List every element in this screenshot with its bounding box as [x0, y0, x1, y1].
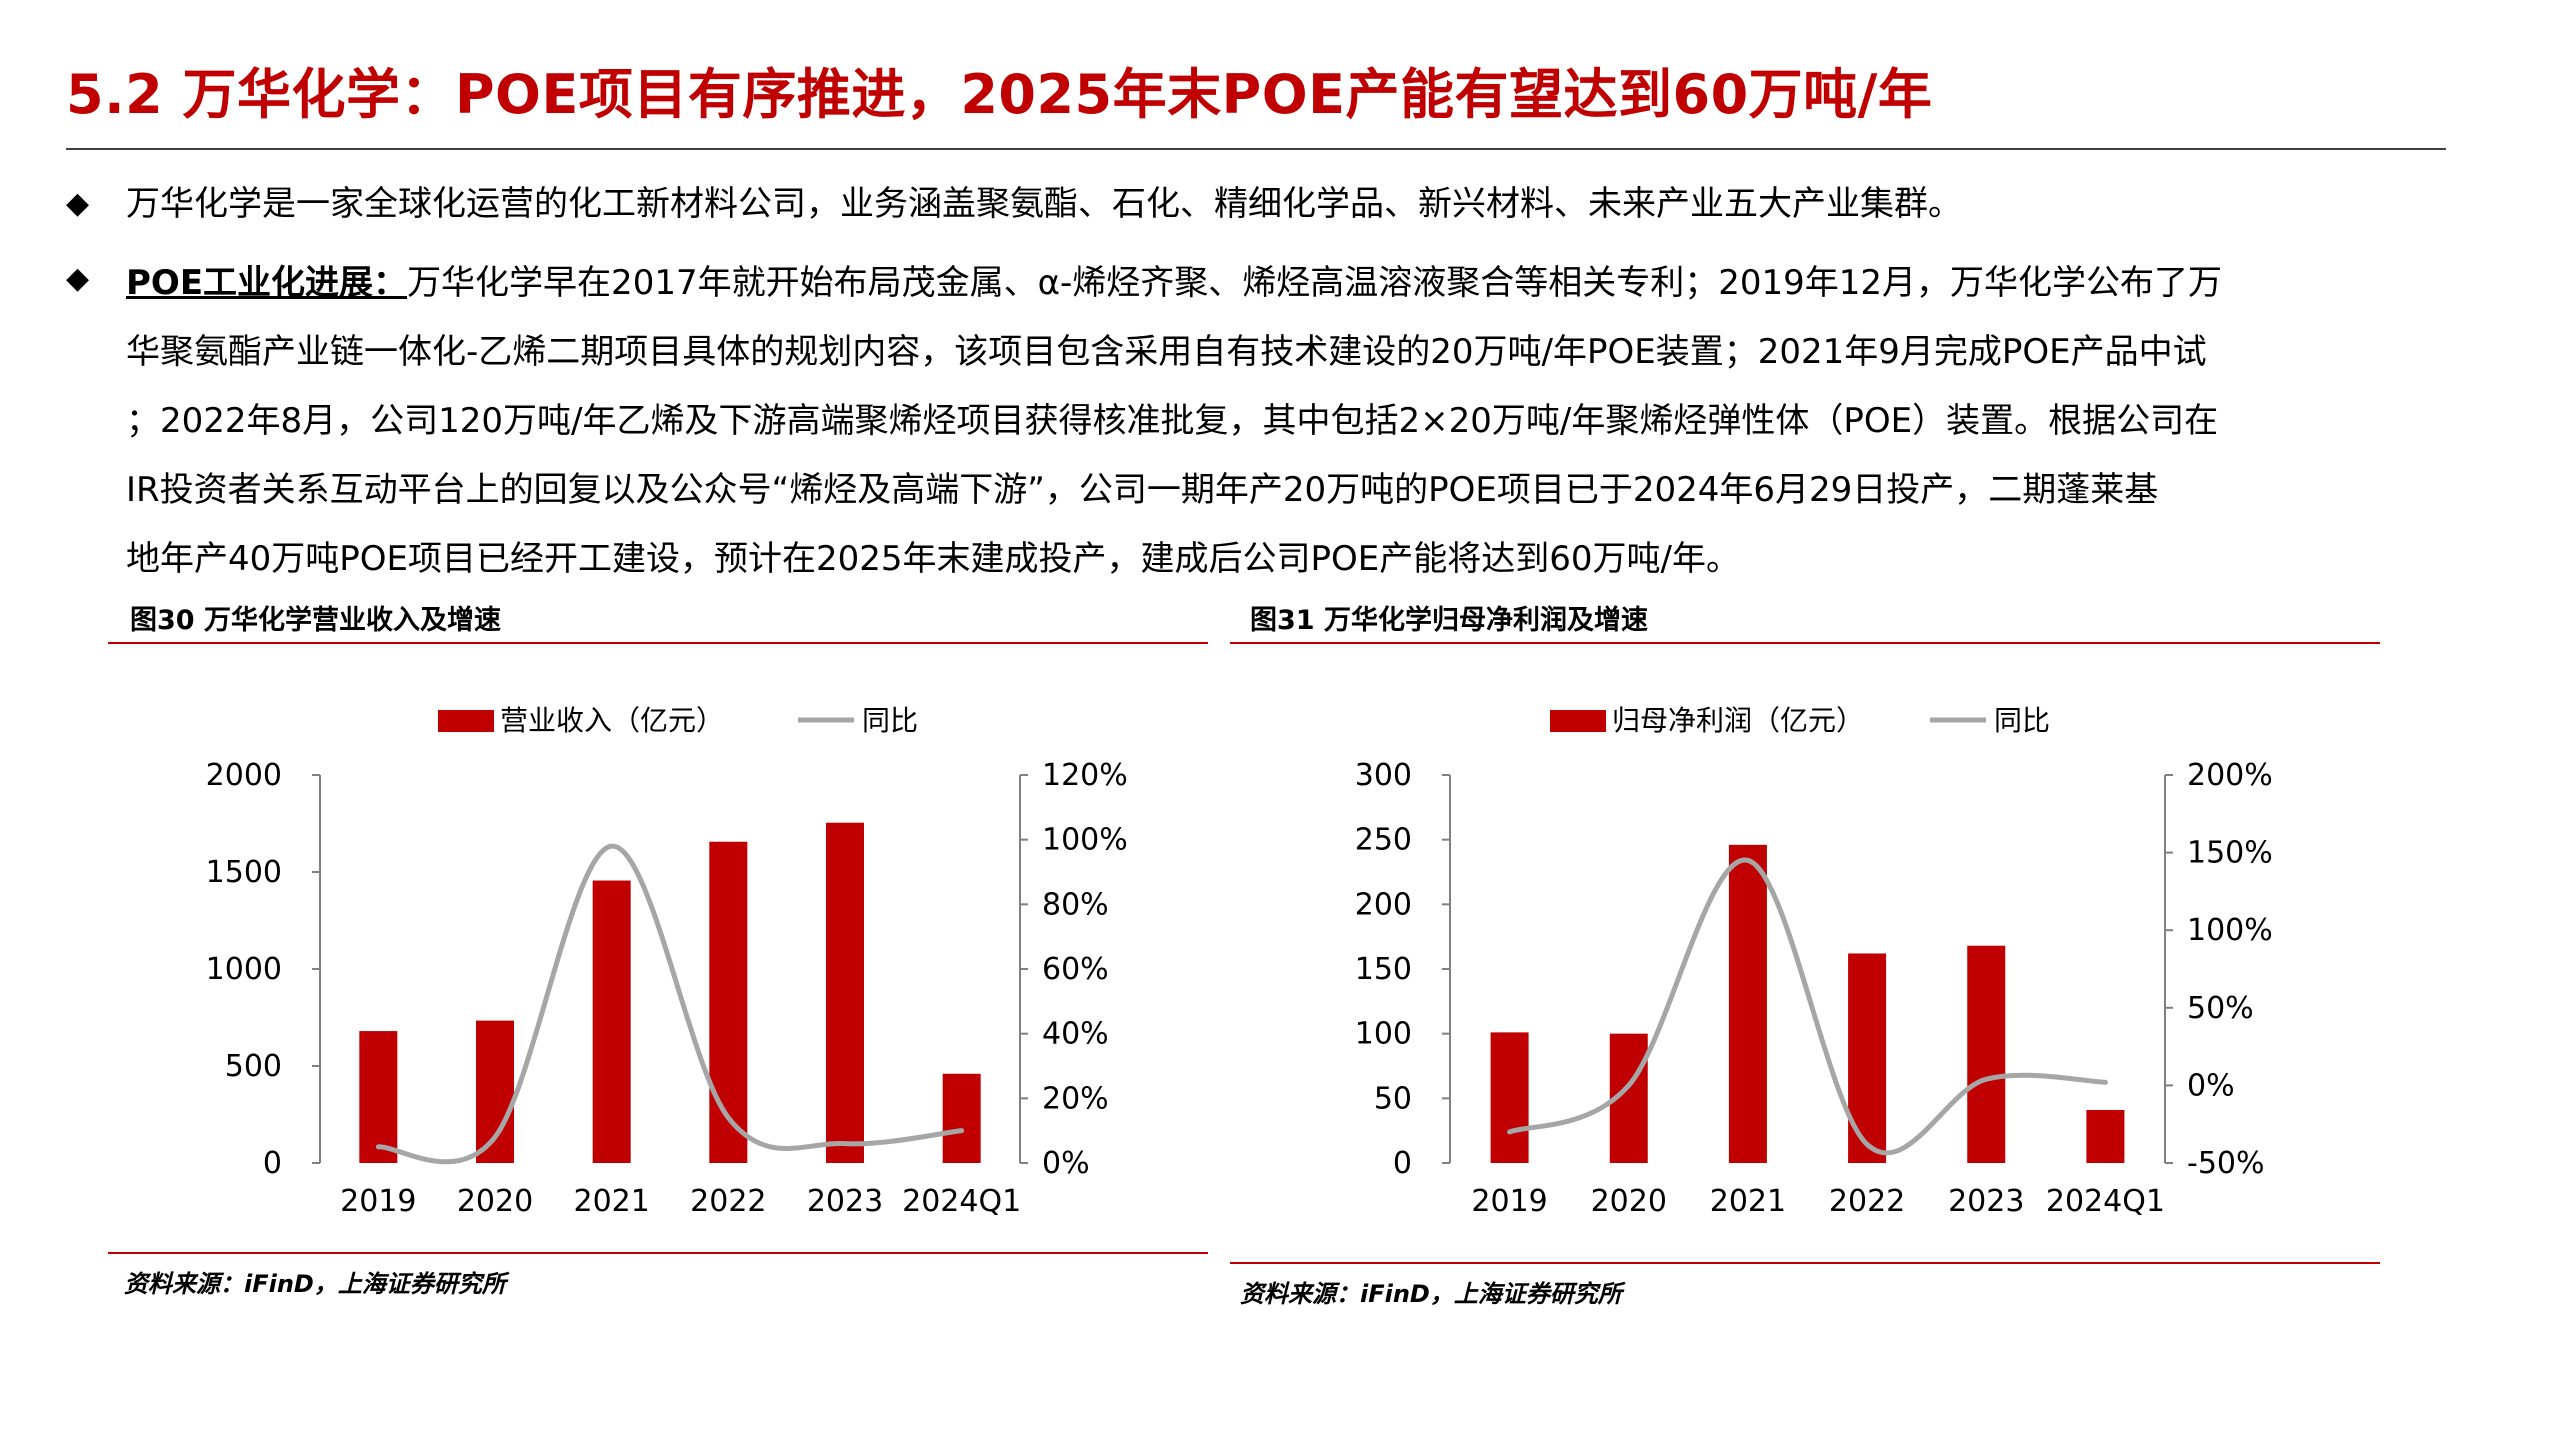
legend-line-label: 同比 [1994, 704, 2050, 737]
bar [1967, 945, 2006, 1163]
x-axis-tick-label: 2019 [340, 1184, 416, 1219]
left-axis-tick-label: 1000 [206, 952, 282, 987]
right-axis-tick-label: 100% [2187, 913, 2273, 948]
left-axis-tick-label: 500 [225, 1049, 282, 1084]
left-axis-tick-label: 50 [1374, 1081, 1412, 1116]
growth-point [377, 1146, 379, 1148]
legend-bar-swatch [1550, 710, 1606, 732]
right-axis-tick-label: 200% [2187, 758, 2273, 793]
paragraph-line-1: POE工业化进展：万华化学早在2017年就开始布局茂金属、α-烯烃齐聚、烯烃高温… [126, 255, 2222, 304]
growth-point [1509, 1131, 1511, 1133]
figure-31-bottom-rule [1230, 1262, 2380, 1264]
right-axis-tick-label: 150% [2187, 836, 2273, 871]
growth-point [1628, 1084, 1630, 1086]
right-axis-tick-label: 80% [1042, 887, 1109, 922]
right-axis-tick-label: 40% [1042, 1017, 1109, 1052]
bullet-text: 万华化学是一家全球化运营的化工新材料公司，业务涵盖聚氨酯、石化、精细化学品、新兴… [126, 184, 1962, 224]
left-axis-tick-label: 100 [1355, 1017, 1412, 1052]
legend-bar-label: 归母净利润（亿元） [1612, 704, 1864, 737]
bar [709, 841, 748, 1163]
left-axis-tick-label: 1500 [206, 855, 282, 890]
figure-30-bottom-rule [108, 1252, 1208, 1254]
x-axis-tick-label: 2022 [1829, 1184, 1905, 1219]
left-axis-tick-label: 250 [1355, 823, 1412, 858]
paragraph-line-text: 万华化学早在2017年就开始布局茂金属、α-烯烃齐聚、烯烃高温溶液聚合等相关专利… [407, 263, 2223, 303]
growth-line [375, 843, 965, 1165]
growth-point [1866, 1143, 1868, 1145]
x-axis-tick-label: 2023 [807, 1184, 883, 1219]
x-axis-tick-label: 2024Q1 [2046, 1184, 2165, 1219]
bar [826, 822, 864, 1163]
right-axis-tick-label: 20% [1042, 1081, 1109, 1116]
right-axis-tick-label: -50% [2187, 1146, 2265, 1181]
figure-31-top-rule [1230, 642, 2380, 644]
legend-bar-label: 营业收入（亿元） [500, 704, 724, 737]
figure-30-caption: 图30 万华化学营业收入及增速 [130, 605, 501, 636]
left-axis-tick-label: 0 [1393, 1146, 1412, 1181]
paragraph-line-4: IR投资者关系互动平台上的回复以及公众号“烯烃及高端下游”，公司一期年产20万吨… [126, 470, 2159, 510]
growth-point [844, 1143, 846, 1145]
legend-bar-swatch [438, 710, 494, 732]
bar [359, 1031, 398, 1163]
x-axis-tick-label: 2023 [1948, 1184, 2024, 1219]
page-title: 5.2 万华化学：POE项目有序推进，2025年末POE产能有望达到60万吨/年 [66, 63, 1933, 126]
right-axis-tick-label: 0% [1042, 1146, 1090, 1181]
bar [1728, 844, 1767, 1163]
bar [1848, 953, 1887, 1163]
growth-point [1747, 859, 1749, 861]
bar [592, 880, 631, 1163]
growth-point [727, 1117, 729, 1119]
right-axis-tick-label: 60% [1042, 952, 1109, 987]
x-axis-tick-label: 2022 [690, 1184, 766, 1219]
paragraph-line-5: 地年产40万吨POE项目已经开工建设，预计在2025年末建成投产，建成后公司PO… [126, 539, 1741, 579]
chart-legend: 归母净利润（亿元） 同比 [1550, 704, 2050, 737]
growth-point [2104, 1081, 2106, 1083]
x-axis-tick-label: 2019 [1471, 1184, 1547, 1219]
growth-point [494, 1136, 496, 1138]
x-axis-tick-label: 2024Q1 [902, 1184, 1021, 1219]
diamond-bullet-icon: ◆ [66, 261, 90, 296]
growth-point [1985, 1078, 1987, 1080]
bar [942, 1073, 981, 1163]
right-axis-tick-label: 100% [1042, 823, 1128, 858]
left-axis-tick-label: 150 [1355, 952, 1412, 987]
right-axis-tick-label: 0% [2187, 1068, 2235, 1103]
growth-point [961, 1130, 963, 1132]
legend-line-label: 同比 [862, 704, 918, 737]
bar [476, 1020, 514, 1163]
left-axis-tick-label: 2000 [206, 758, 282, 793]
figure-31-caption: 图31 万华化学归母净利润及增速 [1250, 605, 1648, 636]
title-divider [66, 148, 2446, 150]
left-axis-tick-label: 300 [1355, 758, 1412, 793]
x-axis-tick-label: 2021 [573, 1184, 649, 1219]
left-axis-tick-label: 200 [1355, 887, 1412, 922]
growth-point [611, 845, 613, 847]
net-profit-chart: 归母净利润（亿元） 同比 0 50 100 150 200 250 300 -50% 0% 50% 10… [1355, 704, 2273, 1219]
growth-line [1507, 857, 2108, 1156]
right-axis-tick-label: 50% [2187, 991, 2254, 1026]
x-axis-tick-label: 2020 [457, 1184, 533, 1219]
bar [1490, 1032, 1529, 1163]
paragraph-line-3: ；2022年8月，公司120万吨/年乙烯及下游高端聚烯烃项目获得核准批复，其中包… [126, 401, 2219, 441]
revenue-chart: 营业收入（亿元） 同比 0 500 1000 1500 2000 0% 20% 40% 60% 80%… [206, 704, 1128, 1219]
right-axis-tick-label: 120% [1042, 758, 1128, 793]
figure-30-top-rule [108, 642, 1208, 644]
figure-31-source: 资料来源：iFinD，上海证券研究所 [1240, 1280, 1622, 1308]
paragraph-line-2: 华聚氨酯产业链一体化-乙烯二期项目具体的规划内容，该项目包含采用自有技术建设的2… [126, 332, 2207, 372]
x-axis-tick-label: 2020 [1591, 1184, 1667, 1219]
x-axis-tick-label: 2021 [1710, 1184, 1786, 1219]
diamond-bullet-icon: ◆ [66, 186, 90, 221]
bar [2086, 1109, 2125, 1163]
paragraph-lead: POE工业化进展： [126, 263, 408, 303]
left-axis-tick-label: 0 [263, 1146, 282, 1181]
figure-30-source: 资料来源：iFinD，上海证券研究所 [124, 1270, 506, 1298]
chart-legend: 营业收入（亿元） 同比 [438, 704, 918, 737]
